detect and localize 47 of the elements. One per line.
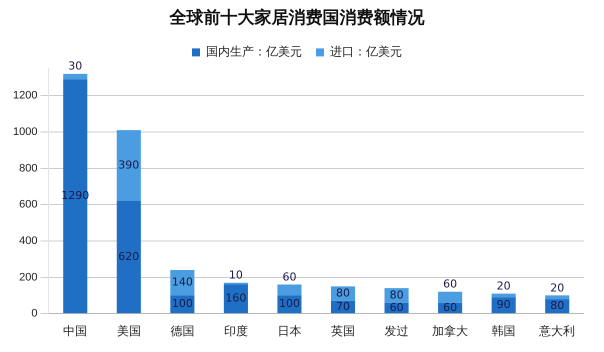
data-label: 160 xyxy=(225,292,246,305)
x-tick-label: 韩国 xyxy=(492,324,516,338)
y-tick-label: 800 xyxy=(19,162,38,174)
x-tick-label: 意大利 xyxy=(538,324,576,338)
y-tick-label: 0 xyxy=(31,308,38,320)
data-label: 70 xyxy=(336,300,350,313)
data-label: 60 xyxy=(390,300,404,314)
x-tick-label: 德国 xyxy=(170,324,194,338)
data-label: 100 xyxy=(278,297,300,310)
bar xyxy=(116,130,141,201)
data-label: 80 xyxy=(390,288,404,302)
y-tick-label: 200 xyxy=(19,271,38,284)
y-tick-label: 600 xyxy=(19,198,38,211)
data-label: 80 xyxy=(550,298,564,312)
data-label: 90 xyxy=(496,298,511,312)
data-label: 390 xyxy=(118,158,140,172)
data-label: 20 xyxy=(496,279,511,292)
bar xyxy=(63,79,88,314)
legend-label: 国内生产：亿美元 xyxy=(206,44,302,59)
bar xyxy=(277,284,302,296)
x-tick-label: 印度 xyxy=(224,324,248,338)
data-label: 20 xyxy=(550,281,564,294)
data-label: 60 xyxy=(443,300,458,314)
bar xyxy=(492,294,516,298)
bar xyxy=(63,74,88,80)
data-label: 60 xyxy=(282,270,296,284)
x-tick-label: 日本 xyxy=(277,324,302,338)
data-label: 30 xyxy=(68,60,82,73)
data-label: 620 xyxy=(118,250,140,263)
legend-label: 进口：亿美元 xyxy=(330,44,402,59)
bar xyxy=(545,295,570,300)
chart-title: 全球前十大家居消费国消费额情况 xyxy=(168,8,426,27)
y-tick-label: 400 xyxy=(19,234,38,247)
x-tick-label: 中国 xyxy=(63,324,88,338)
data-label: 100 xyxy=(172,297,193,310)
x-tick-label: 发过 xyxy=(384,324,409,338)
data-label: 140 xyxy=(172,276,193,289)
bar xyxy=(116,200,141,314)
x-tick-label: 英国 xyxy=(331,324,356,338)
y-tick-label: 1000 xyxy=(12,126,38,138)
bar xyxy=(438,292,462,303)
data-label: 60 xyxy=(443,278,458,291)
x-tick-label: 加拿大 xyxy=(432,324,468,338)
y-tick-label: 1200 xyxy=(12,90,38,102)
data-label: 10 xyxy=(228,268,243,282)
data-label: 80 xyxy=(336,286,350,300)
x-tick-label: 美国 xyxy=(116,324,141,338)
